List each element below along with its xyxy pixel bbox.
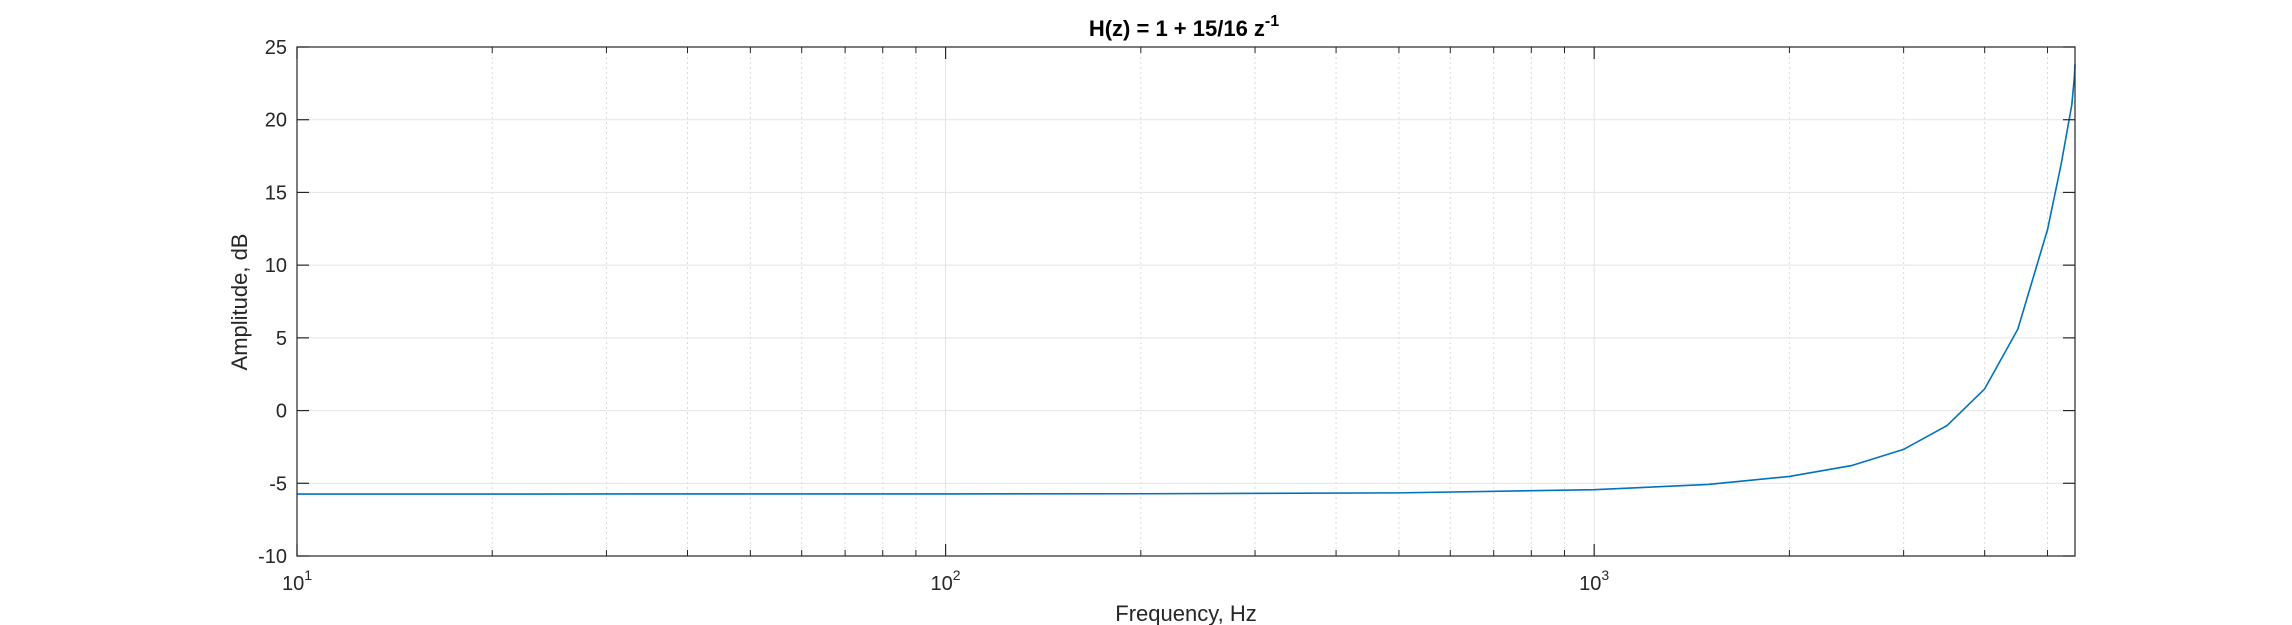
x-tick-base: 10 <box>1579 573 1601 595</box>
tick-marks <box>296 46 2075 557</box>
y-tick-label: 15 <box>265 182 287 204</box>
series-layer <box>297 64 2076 495</box>
y-tick-label: 5 <box>276 328 287 350</box>
plot-area <box>297 47 2075 556</box>
chart-title-superscript: -1 <box>1265 13 1279 30</box>
y-tick-label: 25 <box>265 37 287 59</box>
grid-lines <box>297 47 2075 556</box>
x-axis-label: Frequency, Hz <box>1115 601 1256 625</box>
x-tick-exponent: 2 <box>953 567 961 583</box>
chart-title: H(z) = 1 + 15/16 z-1 <box>1089 13 1279 41</box>
x-tick-labels: 101 102 103 <box>282 567 1609 595</box>
y-tick-label: -10 <box>258 546 287 568</box>
y-tick-label: 20 <box>265 110 287 132</box>
x-tick-exponent: 3 <box>1601 567 1609 583</box>
y-tick-labels: -10 -5 0 5 10 15 20 25 <box>258 37 287 568</box>
y-axis-label: Amplitude, dB <box>227 234 252 371</box>
y-tick-label: -5 <box>269 473 287 495</box>
x-tick-base: 10 <box>282 573 304 595</box>
y-tick-label: 0 <box>276 401 287 423</box>
y-tick-label: 10 <box>265 255 287 277</box>
chart-title-main: H(z) = 1 + 15/16 z <box>1089 16 1265 41</box>
x-tick-label: 103 <box>1579 567 1609 595</box>
series-line <box>297 64 2076 495</box>
x-tick-exponent: 1 <box>304 567 312 583</box>
x-tick-base: 10 <box>931 573 953 595</box>
x-tick-label: 102 <box>931 567 961 595</box>
axes-box <box>296 46 2076 557</box>
x-tick-label: 101 <box>282 567 312 595</box>
